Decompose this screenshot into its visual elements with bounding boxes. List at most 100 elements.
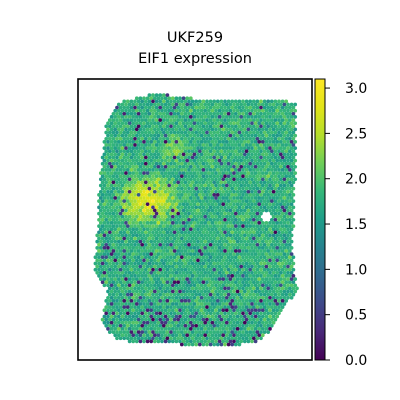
- spot: [233, 323, 238, 328]
- spot: [264, 258, 269, 263]
- spot: [181, 264, 186, 269]
- spot: [268, 289, 272, 294]
- spot: [242, 183, 247, 188]
- spot: [266, 299, 271, 303]
- spot: [257, 140, 262, 144]
- spot: [142, 339, 146, 344]
- spot: [194, 168, 199, 172]
- spot: [190, 143, 195, 147]
- spot: [131, 270, 136, 275]
- spot: [181, 208, 186, 213]
- spot: [250, 333, 254, 338]
- spot: [237, 323, 242, 328]
- spot: [205, 280, 209, 285]
- spot: [253, 277, 258, 281]
- spot: [129, 217, 134, 222]
- spot: [133, 193, 137, 197]
- spot: [167, 339, 172, 344]
- spot: [154, 186, 159, 191]
- spot: [125, 261, 130, 266]
- spot: [260, 283, 265, 288]
- spot: [124, 164, 128, 169]
- spot: [163, 177, 168, 182]
- spot: [165, 224, 170, 228]
- spot: [228, 327, 233, 331]
- spot: [142, 333, 146, 338]
- spot: [228, 152, 233, 157]
- spot: [174, 233, 179, 238]
- spot: [136, 180, 141, 185]
- spot: [248, 286, 253, 291]
- spot: [196, 208, 200, 213]
- spot: [197, 118, 202, 122]
- spot: [163, 108, 168, 113]
- spot: [138, 189, 143, 194]
- spot: [160, 133, 164, 138]
- spot: [253, 246, 258, 250]
- spot: [113, 283, 118, 288]
- spot: [275, 189, 280, 194]
- spot: [170, 115, 175, 119]
- spot: [104, 136, 109, 141]
- spot: [208, 99, 213, 104]
- spot: [95, 246, 100, 250]
- spot: [212, 261, 217, 266]
- spot: [100, 199, 105, 203]
- spot: [259, 161, 263, 166]
- spot: [248, 161, 253, 166]
- spot: [215, 130, 220, 135]
- spot: [194, 174, 199, 179]
- spot: [275, 302, 280, 306]
- spot: [221, 302, 226, 306]
- spot: [181, 239, 186, 244]
- spot: [280, 292, 285, 297]
- spot: [266, 274, 271, 278]
- spot: [273, 305, 278, 309]
- spot: [269, 155, 274, 160]
- spot: [196, 277, 200, 281]
- spot: [199, 339, 204, 344]
- spot: [109, 252, 114, 256]
- spot: [212, 193, 217, 197]
- spot: [111, 292, 116, 297]
- spot: [224, 208, 229, 213]
- spot: [196, 264, 200, 269]
- spot: [201, 255, 206, 260]
- spot: [149, 102, 154, 107]
- spot: [115, 274, 119, 278]
- spot: [217, 127, 222, 132]
- spot: [273, 267, 278, 272]
- spot: [264, 152, 269, 157]
- spot: [278, 121, 283, 126]
- spot: [129, 155, 134, 160]
- spot: [196, 283, 200, 288]
- spot: [116, 208, 121, 213]
- spot: [287, 161, 292, 166]
- spot: [111, 111, 116, 116]
- spot: [170, 233, 175, 238]
- spot: [124, 115, 128, 119]
- spot: [278, 140, 283, 144]
- spot: [244, 305, 249, 309]
- spot: [192, 183, 197, 188]
- spot: [287, 130, 292, 135]
- spot: [187, 149, 191, 154]
- spot: [278, 227, 283, 232]
- spot: [205, 305, 209, 309]
- spot: [169, 323, 173, 328]
- spot: [278, 289, 283, 294]
- spot: [262, 261, 267, 266]
- spot: [190, 299, 195, 303]
- spot: [120, 252, 125, 256]
- spot: [145, 102, 150, 107]
- spot: [244, 111, 249, 116]
- spot: [293, 108, 298, 113]
- spot: [147, 168, 152, 172]
- spot: [201, 155, 206, 160]
- spot: [160, 102, 164, 107]
- spot: [268, 295, 272, 300]
- spot: [197, 230, 202, 235]
- spot: [244, 261, 249, 266]
- spot: [172, 274, 177, 278]
- spot: [152, 158, 157, 163]
